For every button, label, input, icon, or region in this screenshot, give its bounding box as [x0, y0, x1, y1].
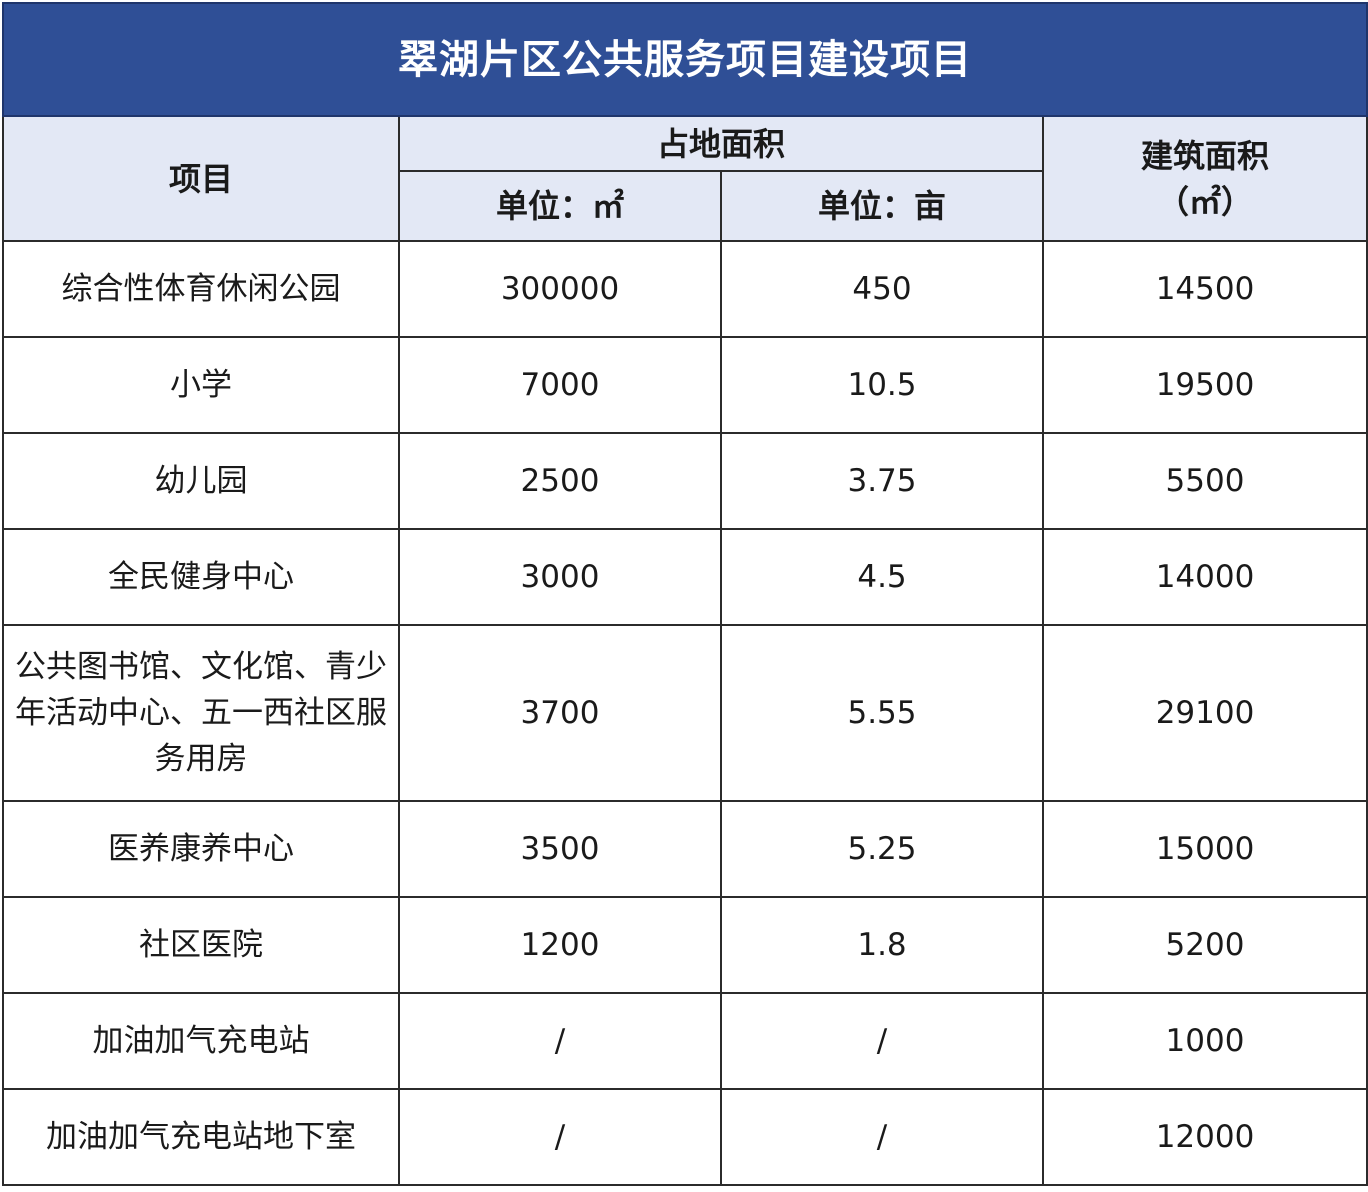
header-land-area: 占地面积 [398, 115, 1044, 172]
building-area-cell: 1000 [1042, 992, 1368, 1090]
project-name-cell: 综合性体育休闲公园 [2, 240, 400, 338]
table-row: 综合性体育休闲公园 300000 450 14500 [2, 240, 1368, 338]
header-building-area-line1: 建筑面积 [1140, 136, 1269, 175]
building-area-cell: 15000 [1042, 800, 1368, 898]
header-building-area: 建筑面积 （㎡） [1042, 115, 1368, 242]
building-area-cell: 5200 [1042, 896, 1368, 994]
header-unit-mu: 单位：亩 [720, 170, 1044, 242]
land-mu-cell: / [720, 1088, 1044, 1186]
building-area-cell: 29100 [1042, 624, 1368, 802]
project-name-cell: 全民健身中心 [2, 528, 400, 626]
project-name-cell: 公共图书馆、文化馆、青少年活动中心、五一西社区服务用房 [2, 624, 400, 802]
header-building-area-line2: （㎡） [1156, 182, 1253, 221]
land-sqm-cell: 1200 [398, 896, 722, 994]
table-row: 医养康养中心 3500 5.25 15000 [2, 800, 1368, 898]
header-row-bottom: 单位：㎡ 单位：亩 [3, 170, 1367, 242]
land-sqm-cell: 3500 [398, 800, 722, 898]
land-mu-cell: 10.5 [720, 336, 1044, 434]
land-mu-cell: 5.55 [720, 624, 1044, 802]
land-sqm-cell: 3700 [398, 624, 722, 802]
header-row-top: 项目 占地面积 建筑面积 （㎡） [2, 115, 1368, 242]
project-name-cell: 社区医院 [2, 896, 400, 994]
land-sqm-cell: 7000 [398, 336, 722, 434]
land-sqm-cell: / [398, 1088, 722, 1186]
table-row: 加油加气充电站 / / 1000 [2, 992, 1368, 1090]
table-row: 社区医院 1200 1.8 5200 [2, 896, 1368, 994]
building-area-cell: 12000 [1042, 1088, 1368, 1186]
land-sqm-cell: / [398, 992, 722, 1090]
project-name-cell: 医养康养中心 [2, 800, 400, 898]
building-area-cell: 5500 [1042, 432, 1368, 530]
project-name-cell: 加油加气充电站地下室 [2, 1088, 400, 1186]
building-area-cell: 14500 [1042, 240, 1368, 338]
land-mu-cell: 3.75 [720, 432, 1044, 530]
land-mu-cell: 450 [720, 240, 1044, 338]
project-name-cell: 加油加气充电站 [2, 992, 400, 1090]
header-project: 项目 [2, 115, 400, 242]
table-row: 全民健身中心 3000 4.5 14000 [2, 528, 1368, 626]
land-mu-cell: 4.5 [720, 528, 1044, 626]
table-row: 加油加气充电站地下室 / / 12000 [2, 1088, 1368, 1186]
land-mu-cell: / [720, 992, 1044, 1090]
table-row: 幼儿园 2500 3.75 5500 [2, 432, 1368, 530]
land-sqm-cell: 3000 [398, 528, 722, 626]
table-title: 翠湖片区公共服务项目建设项目 [2, 2, 1368, 117]
land-sqm-cell: 300000 [398, 240, 722, 338]
building-area-cell: 19500 [1042, 336, 1368, 434]
project-name-cell: 幼儿园 [2, 432, 400, 530]
land-mu-cell: 5.25 [720, 800, 1044, 898]
title-row: 翠湖片区公共服务项目建设项目 [2, 2, 1368, 117]
land-sqm-cell: 2500 [398, 432, 722, 530]
building-area-cell: 14000 [1042, 528, 1368, 626]
table-row: 小学 7000 10.5 19500 [2, 336, 1368, 434]
project-name-cell: 小学 [2, 336, 400, 434]
table-row: 公共图书馆、文化馆、青少年活动中心、五一西社区服务用房 3700 5.55 29… [2, 624, 1368, 802]
land-mu-cell: 1.8 [720, 896, 1044, 994]
header-unit-sqm: 单位：㎡ [398, 170, 722, 242]
